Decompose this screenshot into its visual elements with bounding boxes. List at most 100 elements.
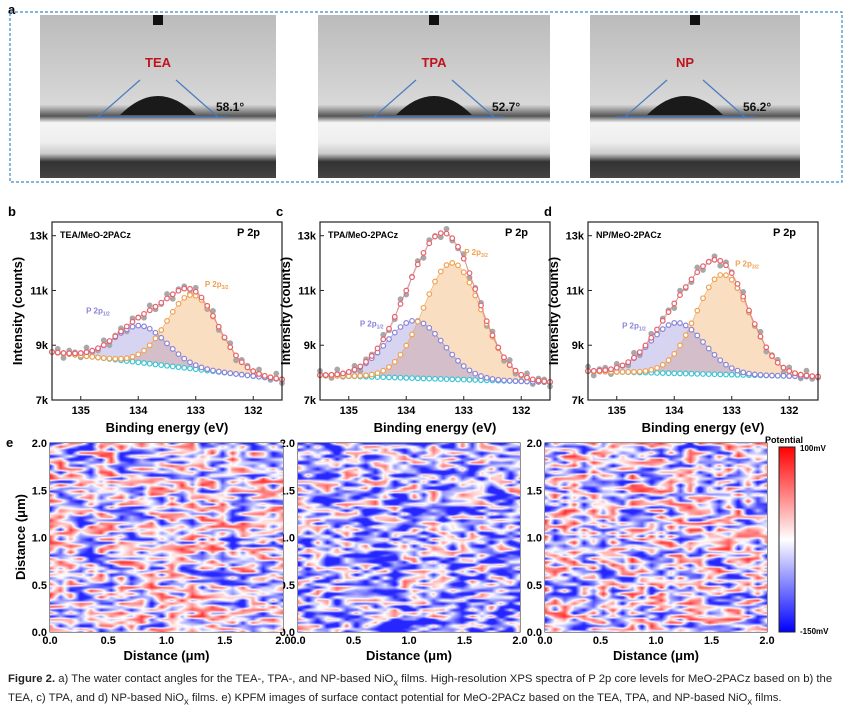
fit-point bbox=[357, 363, 364, 370]
tangent-line bbox=[175, 79, 219, 118]
raw-data-point bbox=[803, 367, 810, 374]
xps-chart-d: d 135 134 133 132 7k 9k 11k 13k Binding energy (e… bbox=[544, 204, 821, 435]
fit-point bbox=[351, 366, 358, 373]
fit-point bbox=[106, 338, 113, 344]
contact-angle-image-tea: TEA 58.1° bbox=[40, 15, 276, 178]
p32-point bbox=[386, 364, 392, 370]
p12-label: P 2p1/2 bbox=[86, 307, 110, 318]
p32-point bbox=[164, 318, 170, 324]
p12-point bbox=[403, 320, 410, 326]
x-axis-label: Distance (μm) bbox=[366, 648, 452, 663]
p32-point bbox=[357, 372, 364, 379]
p32-fill bbox=[588, 275, 818, 377]
p32-point bbox=[351, 373, 358, 379]
p32-point bbox=[414, 318, 421, 325]
p12-point bbox=[221, 369, 228, 376]
fit-point bbox=[123, 323, 130, 330]
fit-point bbox=[112, 333, 119, 340]
x-tick-label: 0.5 bbox=[593, 635, 608, 647]
x-tick-label: 0.0 bbox=[537, 635, 552, 647]
p12-label-sub: 1/2 bbox=[377, 325, 384, 331]
p12-point bbox=[659, 326, 666, 332]
substrate-image bbox=[590, 15, 800, 178]
fit-point bbox=[688, 276, 695, 283]
p32-point bbox=[129, 353, 136, 360]
p12-point bbox=[671, 320, 678, 326]
p12-point bbox=[397, 324, 404, 330]
p12-point bbox=[164, 340, 170, 347]
droplet bbox=[396, 96, 472, 115]
fit-point bbox=[797, 371, 804, 378]
background-point bbox=[426, 375, 433, 382]
p12-point bbox=[746, 370, 752, 377]
x-tick-label: 135 bbox=[608, 405, 626, 417]
background-point bbox=[175, 364, 182, 371]
p12-point bbox=[152, 329, 159, 336]
p12-point bbox=[204, 366, 211, 373]
caption-text: a) The water contact angles for the TEA-… bbox=[55, 673, 394, 685]
background-point bbox=[397, 374, 404, 381]
fit-point bbox=[77, 350, 84, 356]
p12-point bbox=[489, 376, 496, 382]
y-tick-label: 1.5 bbox=[527, 485, 542, 497]
x-axis-label: Binding energy (eV) bbox=[374, 420, 497, 435]
p12-point bbox=[187, 359, 193, 366]
p32-fill bbox=[320, 262, 550, 383]
x-axis-label: Binding energy (eV) bbox=[642, 420, 765, 435]
p32-label-sub: 3/2 bbox=[481, 253, 488, 259]
p32-label: P 2p3/2 bbox=[464, 248, 488, 259]
fit-point bbox=[711, 256, 718, 263]
fit-point bbox=[728, 270, 735, 277]
p12-point bbox=[518, 378, 525, 385]
p12-label-text: P 2p bbox=[360, 320, 377, 329]
x-tick-label: 132 bbox=[512, 405, 530, 417]
x-tick-label: 1.5 bbox=[217, 635, 232, 647]
fit-point bbox=[386, 325, 392, 332]
background-point bbox=[164, 362, 170, 369]
fit-point bbox=[769, 353, 775, 359]
background-point bbox=[432, 375, 438, 382]
fit-point bbox=[535, 377, 542, 384]
contact-angle-value: 58.1° bbox=[216, 100, 244, 114]
fit-point bbox=[129, 318, 136, 325]
fit-point bbox=[740, 293, 747, 300]
tangent-line bbox=[702, 79, 746, 118]
p32-point bbox=[141, 347, 147, 354]
x-tick-label: 133 bbox=[187, 405, 205, 417]
fit-point bbox=[426, 240, 433, 247]
fit-point bbox=[437, 230, 444, 237]
contact-angle-image-np: NP 56.2° bbox=[590, 15, 800, 178]
p32-point bbox=[659, 361, 666, 368]
p32-label-sub: 3/2 bbox=[222, 285, 229, 291]
background-point bbox=[437, 376, 444, 382]
fit-point bbox=[501, 354, 507, 361]
p12-point bbox=[757, 372, 764, 378]
background-point bbox=[146, 360, 153, 367]
fit-point bbox=[619, 362, 626, 369]
p32-label-text: P 2p bbox=[205, 280, 222, 289]
raw-data-point bbox=[443, 225, 450, 232]
fit-point bbox=[141, 310, 147, 317]
x-tick-label: 134 bbox=[397, 405, 416, 417]
fit-point bbox=[66, 350, 73, 357]
fit-point bbox=[608, 366, 614, 373]
core-level-label: P 2p bbox=[773, 227, 796, 239]
p12-point bbox=[501, 377, 507, 384]
p32-point bbox=[688, 320, 695, 327]
fit-point bbox=[529, 376, 536, 383]
fit-point bbox=[443, 230, 450, 237]
background-point bbox=[671, 370, 678, 377]
sample-label: NP bbox=[676, 55, 694, 70]
colorbar bbox=[778, 446, 796, 633]
fit-point bbox=[146, 307, 153, 314]
x-tick-label: 1.0 bbox=[648, 635, 663, 647]
xps-chart-c: c 135 134 133 132 7k 9k 11k 13k Binding energy (e… bbox=[276, 204, 553, 435]
fit-point bbox=[363, 358, 369, 365]
p12-point bbox=[215, 368, 222, 375]
contact-angle-image-tpa: TPA 52.7° bbox=[318, 15, 550, 178]
p12-label-sub: 1/2 bbox=[103, 312, 110, 318]
p32-point bbox=[654, 364, 660, 371]
fit-point bbox=[700, 263, 706, 270]
y-tick-label: 7k bbox=[572, 395, 585, 407]
